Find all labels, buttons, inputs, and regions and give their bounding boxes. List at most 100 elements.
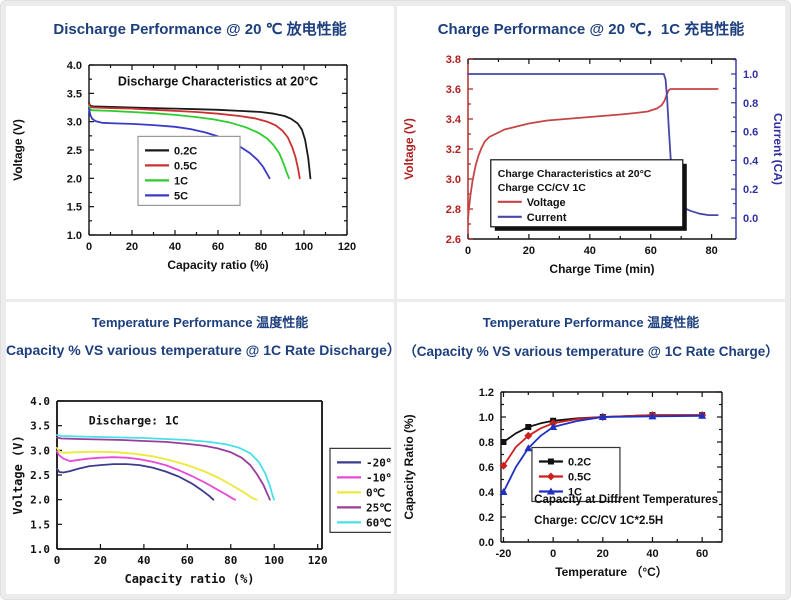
svg-text:1.0: 1.0 xyxy=(743,69,758,81)
svg-text:80: 80 xyxy=(706,245,718,257)
svg-text:1.5: 1.5 xyxy=(30,518,50,531)
panel-title-discharge: Discharge Performance @ 20 ℃ 放电性能 xyxy=(53,21,347,38)
svg-text:2.5: 2.5 xyxy=(30,469,50,482)
svg-text:20: 20 xyxy=(523,245,535,257)
svg-text:0℃: 0℃ xyxy=(366,486,385,499)
svg-text:0: 0 xyxy=(86,241,92,253)
svg-text:0.6: 0.6 xyxy=(743,127,758,139)
svg-text:3.5: 3.5 xyxy=(67,88,82,100)
panel-charge-performance: Charge Performance @ 20 ℃，1C 充电性能 0 20 40 6… xyxy=(397,6,785,299)
svg-text:-20℃: -20℃ xyxy=(366,456,391,469)
svg-text:-10℃: -10℃ xyxy=(366,471,391,484)
temperature-charge-chart: -20 0 20 40 60 0.0 0.2 0.4 0.6 0.8 1.0 1.2 Temperatu… xyxy=(402,387,723,579)
svg-text:2.6: 2.6 xyxy=(446,234,461,246)
discharge-characteristics-chart: 0 20 40 60 80 100 120 1.0 1.5 2.0 2.5 3.0 3.5 4.0 Capa… xyxy=(11,60,356,272)
svg-text:1.2: 1.2 xyxy=(479,387,494,399)
panel-title-temp-charge: Temperature Performance 温度性能 xyxy=(482,314,700,330)
svg-text:Voltage: Voltage xyxy=(527,197,566,209)
svg-text:3.2: 3.2 xyxy=(446,144,461,156)
svg-text:80: 80 xyxy=(255,241,267,253)
svg-text:20: 20 xyxy=(126,241,138,253)
svg-text:1.0: 1.0 xyxy=(30,543,50,556)
svg-text:Capacity ratio (%): Capacity ratio (%) xyxy=(124,572,254,586)
svg-text:0.2: 0.2 xyxy=(743,184,758,196)
svg-text:Voltage (V): Voltage (V) xyxy=(11,119,25,181)
svg-text:60: 60 xyxy=(212,241,224,253)
svg-text:0.2: 0.2 xyxy=(479,512,494,524)
svg-text:20: 20 xyxy=(597,548,609,560)
svg-text:2.0: 2.0 xyxy=(30,493,50,506)
svg-text:0.8: 0.8 xyxy=(743,98,758,110)
panel-title-temp-discharge: Temperature Performance 温度性能 xyxy=(91,314,309,330)
svg-text:0: 0 xyxy=(54,554,61,567)
svg-text:Charge CC/CV 1C: Charge CC/CV 1C xyxy=(498,182,587,194)
svg-text:60℃: 60℃ xyxy=(366,516,391,529)
svg-text:4.0: 4.0 xyxy=(67,60,82,72)
svg-text:1C: 1C xyxy=(174,175,188,187)
panel-subtitle-temp-discharge: Capacity % VS various temperature @ 1C R… xyxy=(6,341,394,358)
panel-subtitle-temp-charge: （Capacity % VS various temperature @ 1C … xyxy=(403,343,779,359)
svg-text:60: 60 xyxy=(645,245,657,257)
svg-text:2.8: 2.8 xyxy=(446,204,461,216)
svg-text:0.4: 0.4 xyxy=(743,155,759,167)
panel-temperature-discharge: Temperature Performance 温度性能 Capacity % … xyxy=(6,301,394,594)
svg-text:0.2C: 0.2C xyxy=(174,145,197,157)
svg-text:Capacity at Diffrent Temperatu: Capacity at Diffrent Temperatures xyxy=(534,494,718,506)
svg-text:Current: Current xyxy=(527,212,567,224)
svg-text:Charge: CC/CV 1C*2.5H: Charge: CC/CV 1C*2.5H xyxy=(534,515,663,527)
svg-text:3.6: 3.6 xyxy=(446,84,461,96)
svg-text:1.5: 1.5 xyxy=(67,202,82,214)
svg-text:40: 40 xyxy=(169,241,181,253)
svg-text:40: 40 xyxy=(584,245,596,257)
svg-text:120: 120 xyxy=(338,241,356,253)
svg-text:1.0: 1.0 xyxy=(67,230,82,242)
svg-text:20: 20 xyxy=(94,554,107,567)
svg-text:Capacity ratio (%): Capacity ratio (%) xyxy=(167,258,268,272)
svg-text:1C: 1C xyxy=(568,486,582,498)
svg-text:25℃: 25℃ xyxy=(366,501,391,514)
svg-text:Charge Characteristics at 20°C: Charge Characteristics at 20°C xyxy=(498,168,652,180)
svg-text:3.5: 3.5 xyxy=(30,419,50,432)
svg-text:0.8: 0.8 xyxy=(479,437,494,449)
charge-characteristics-chart: 0 20 40 60 80 2.6 2.8 3.0 3.2 3.4 3.6 3.8 0.0 0.2 0.4 0… xyxy=(402,54,782,276)
svg-text:40: 40 xyxy=(646,548,658,560)
panel-discharge-performance: Discharge Performance @ 20 ℃ 放电性能 0 20 40 6… xyxy=(6,6,394,299)
svg-text:0.6: 0.6 xyxy=(479,462,494,474)
svg-text:5C: 5C xyxy=(174,190,188,202)
panel-title-charge: Charge Performance @ 20 ℃，1C 充电性能 xyxy=(437,21,745,38)
svg-text:4.0: 4.0 xyxy=(30,395,50,408)
svg-text:80: 80 xyxy=(224,554,237,567)
svg-text:0.0: 0.0 xyxy=(479,537,494,549)
svg-text:Voltage (V): Voltage (V) xyxy=(11,435,25,514)
svg-text:3.4: 3.4 xyxy=(446,114,462,126)
svg-text:100: 100 xyxy=(295,241,313,253)
svg-text:3.8: 3.8 xyxy=(446,54,461,66)
svg-text:1.0: 1.0 xyxy=(479,412,494,424)
svg-text:40: 40 xyxy=(137,554,150,567)
svg-text:0: 0 xyxy=(465,245,471,257)
svg-text:0.4: 0.4 xyxy=(479,487,495,499)
svg-text:3.0: 3.0 xyxy=(67,117,82,129)
svg-text:3.0: 3.0 xyxy=(30,444,50,457)
svg-text:3.0: 3.0 xyxy=(446,174,461,186)
svg-text:Discharge Characteristics at 2: Discharge Characteristics at 20°C xyxy=(118,74,318,88)
svg-text:Discharge: 1C: Discharge: 1C xyxy=(89,413,179,427)
temperature-discharge-chart: 0 20 40 60 80 100 120 1.0 1.5 2.0 2.5 3.0 3.5 4.0 Capa… xyxy=(11,395,391,586)
svg-text:Charge Time (min): Charge Time (min) xyxy=(549,262,654,276)
svg-text:100: 100 xyxy=(264,554,284,567)
svg-text:0.5C: 0.5C xyxy=(174,160,197,172)
svg-text:0: 0 xyxy=(550,548,556,560)
panel-temperature-charge: Temperature Performance 温度性能 （Capacity %… xyxy=(397,301,785,594)
svg-text:Voltage (V): Voltage (V) xyxy=(402,118,416,180)
svg-text:0.5C: 0.5C xyxy=(568,471,591,483)
svg-text:Current (CA): Current (CA) xyxy=(771,113,782,185)
svg-text:60: 60 xyxy=(181,554,194,567)
svg-text:2.0: 2.0 xyxy=(67,173,82,185)
svg-text:120: 120 xyxy=(308,554,328,567)
svg-text:-20: -20 xyxy=(496,548,512,560)
svg-text:2.5: 2.5 xyxy=(67,145,82,157)
svg-text:Temperature （°C）: Temperature （°C） xyxy=(555,564,668,579)
svg-text:0.2C: 0.2C xyxy=(568,456,591,468)
svg-text:0.0: 0.0 xyxy=(743,213,758,225)
